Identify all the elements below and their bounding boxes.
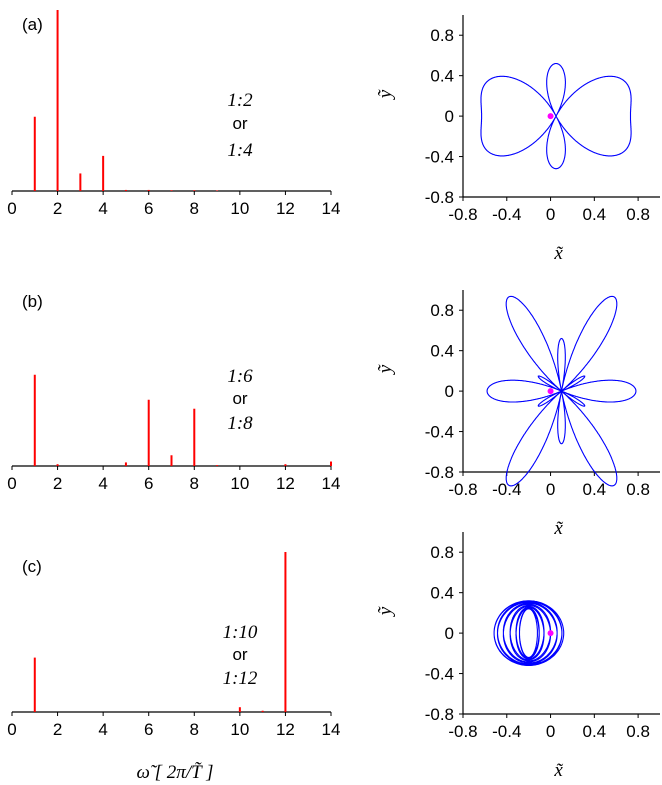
- spectrum-tick-label: 2: [53, 199, 62, 218]
- orbit-x-tick-label: 0: [546, 480, 555, 499]
- spectrum-tick-label: 14: [322, 720, 341, 739]
- orbit-x-tick-label: 0.8: [626, 480, 650, 499]
- orbit-xlabel: x̃: [553, 243, 563, 264]
- spectrum-tick-label: 0: [7, 720, 16, 739]
- spectrum-tick-label: 4: [98, 720, 107, 739]
- orbit-y-tick-label: -0.8: [425, 463, 454, 482]
- ratio-label: 1:8: [227, 413, 253, 434]
- origin-marker: [547, 388, 554, 395]
- orbit-x-tick-label: 0.8: [626, 205, 650, 224]
- ratio-or-label: or: [232, 389, 247, 408]
- orbit-x-tick-label: -0.4: [492, 722, 521, 741]
- orbit-y-tick-label: -0.4: [425, 423, 454, 442]
- orbit-x-tick-label: 0.4: [583, 205, 607, 224]
- orbit-y-tick-label: -0.8: [425, 705, 454, 724]
- orbit-y-tick-label: -0.4: [425, 665, 454, 684]
- orbit-x-tick-label: 0.4: [583, 722, 607, 741]
- spectrum-tick-label: 6: [144, 720, 153, 739]
- origin-marker: [547, 113, 554, 120]
- ratio-or-label: or: [232, 114, 247, 133]
- orbit-y-tick-label: 0.4: [430, 67, 454, 86]
- origin-marker: [547, 630, 554, 637]
- orbit-y-tick-label: -0.8: [425, 188, 454, 207]
- panel-label: (b): [22, 292, 43, 311]
- spectrum-xlabel: ω̃ [ 2π/T̃ ]: [137, 762, 214, 783]
- orbit-y-tick-label: 0.8: [430, 26, 454, 45]
- orbit-x-tick-label: -0.8: [448, 205, 477, 224]
- orbit-panel-2: -0.8 -0.4 0 0.4 0.80.80.40-0.4-0.8x̃ỹ: [375, 290, 660, 539]
- orbit-x-tick-label: -0.8: [448, 722, 477, 741]
- ratio-or-label: or: [232, 645, 247, 664]
- ratio-label: 1:4: [227, 140, 253, 161]
- spectrum-tick-label: 12: [276, 199, 295, 218]
- spectrum-tick-label: 2: [53, 720, 62, 739]
- spectrum-tick-label: 6: [144, 474, 153, 493]
- orbit-y-tick-label: 0.8: [430, 301, 454, 320]
- spectrum-tick-label: 12: [276, 474, 295, 493]
- orbit-path: [480, 62, 632, 170]
- orbit-y-tick-label: 0: [445, 107, 454, 126]
- orbit-x-tick-label: 0.8: [626, 722, 650, 741]
- spectrum-tick-label: 14: [322, 199, 341, 218]
- orbit-x-tick-label: 0.4: [583, 480, 607, 499]
- orbit-y-tick-label: 0.8: [430, 543, 454, 562]
- spectrum-panel-2: 0 2 4 6 8 10 12 14 (b) 1:6 or 1:8: [7, 292, 340, 493]
- spectrum-tick-label: 10: [230, 720, 249, 739]
- orbit-y-tick-label: -0.4: [425, 148, 454, 167]
- spectrum-tick-label: 10: [230, 199, 249, 218]
- orbit-panel-3: -0.8 -0.4 0 0.4 0.8 0.8 0.4 0 -0.4 -0.8 x̃ ỹ: [375, 532, 660, 781]
- orbit-y-tick-label: 0: [445, 624, 454, 643]
- orbit-x-tick-label: 0: [546, 205, 555, 224]
- orbit-path: [493, 600, 565, 666]
- orbit-xlabel: x̃: [553, 760, 563, 781]
- orbit-ylabel: ỹ: [375, 364, 396, 375]
- ratio-label: 1:12: [223, 668, 258, 689]
- spectrum-tick-label: 12: [276, 720, 295, 739]
- spectrum-panel-3: 0 2 4 6 8 10 12 14 (c) 1:10 or 1:12: [7, 552, 340, 739]
- orbit-y-tick-label: 0: [445, 382, 454, 401]
- spectrum-tick-label: 0: [7, 474, 16, 493]
- orbit-y-tick-label: 0.4: [430, 342, 454, 361]
- orbit-y-tick-label: 0.4: [430, 584, 454, 603]
- orbit-ylabel: ỹ: [375, 89, 396, 100]
- orbit-x-tick-label: 0: [546, 722, 555, 741]
- orbit-xlabel: x̃: [553, 518, 563, 539]
- ratio-label: 1:2: [227, 90, 253, 111]
- ratio-label: 1:6: [227, 366, 253, 387]
- orbit-path: [486, 295, 637, 487]
- spectrum-tick-label: 14: [322, 474, 341, 493]
- spectrum-panel-1: 0 2 4 6 8 10 12 14 (a) 1:2 or 1:4: [7, 10, 340, 218]
- spectrum-tick-label: 8: [190, 474, 199, 493]
- spectrum-tick-label: 10: [230, 474, 249, 493]
- spectrum-tick-label: 0: [7, 199, 16, 218]
- spectrum-tick-label: 8: [190, 199, 199, 218]
- orbit-x-tick-label: -0.8: [448, 480, 477, 499]
- panel-label: (a): [22, 15, 43, 34]
- panel-label: (c): [22, 557, 42, 576]
- spectrum-tick-label: 4: [98, 199, 107, 218]
- spectrum-tick-label: 8: [190, 720, 199, 739]
- spectrum-tick-label: 4: [98, 474, 107, 493]
- ratio-label: 1:10: [223, 622, 258, 643]
- orbit-panel-1: -0.8 -0.4 0 0.4 0.8 0.8 0.4 0 -0.4 -0.8 x̃ ỹ: [375, 15, 660, 264]
- spectrum-tick-label: 6: [144, 199, 153, 218]
- orbit-ylabel: ỹ: [375, 606, 396, 617]
- spectrum-tick-label: 2: [53, 474, 62, 493]
- orbit-x-tick-label: -0.4: [492, 205, 521, 224]
